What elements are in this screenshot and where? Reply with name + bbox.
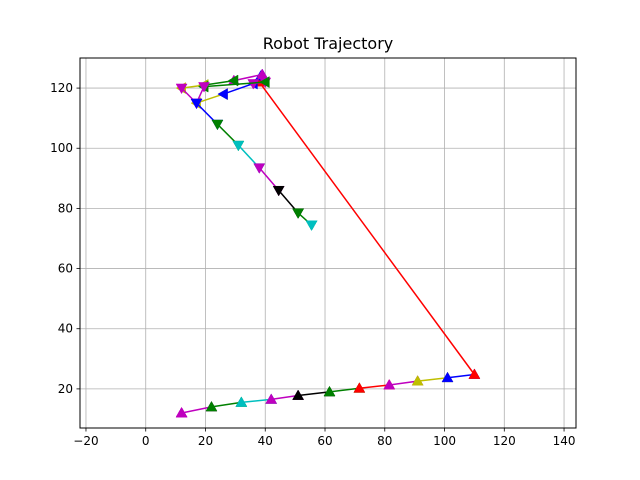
- segment-marker: [211, 119, 224, 131]
- x-tick-label: 20: [198, 434, 213, 448]
- segment-marker: [292, 208, 305, 219]
- axis-ticks: −20 0 20 40 60 80 100 120 140 20 40 60 80 100 120: [50, 81, 575, 448]
- segment-marker: [265, 393, 278, 404]
- segment-line: [447, 373, 475, 379]
- grid: [80, 58, 576, 428]
- segment-marker: [253, 163, 266, 174]
- segment-marker: [353, 382, 366, 393]
- segment-line: [417, 377, 448, 382]
- segment-marker: [217, 88, 228, 101]
- segment-line: [211, 401, 242, 408]
- x-tick-label: 140: [553, 434, 576, 448]
- segment-marker: [411, 375, 424, 386]
- y-tick-label: 80: [58, 201, 73, 215]
- segment-line: [233, 73, 263, 82]
- segment-line: [258, 81, 476, 375]
- segment-marker: [292, 389, 305, 400]
- chart-title: Robot Trajectory: [263, 34, 394, 53]
- segment-marker: [232, 140, 245, 152]
- segment-line: [241, 398, 272, 404]
- segment-marker: [468, 368, 481, 379]
- segment-marker: [441, 371, 454, 383]
- segment-line: [203, 79, 235, 86]
- segment-line: [196, 93, 224, 104]
- x-tick-label: 120: [493, 434, 516, 448]
- segment-marker: [227, 74, 239, 87]
- segment-marker: [175, 406, 188, 418]
- x-tick-label: 60: [317, 434, 332, 448]
- segment-line: [389, 380, 418, 386]
- segment-marker: [198, 82, 210, 93]
- y-tick-label: 120: [50, 81, 73, 95]
- y-tick-label: 20: [58, 382, 73, 396]
- y-tick-label: 100: [50, 141, 73, 155]
- segment-marker: [323, 385, 336, 397]
- segment-marker: [305, 220, 318, 231]
- y-tick-label: 60: [58, 262, 73, 276]
- x-tick-label: 0: [142, 434, 150, 448]
- segment-marker: [383, 378, 396, 390]
- segment-line: [329, 387, 360, 393]
- segment-line: [271, 394, 299, 401]
- segment-marker: [205, 400, 218, 412]
- segment-line: [181, 406, 212, 414]
- segment-line: [298, 391, 330, 397]
- segment-marker: [190, 98, 203, 110]
- segment-marker: [272, 185, 285, 197]
- segment-line: [203, 81, 266, 88]
- y-tick-label: 40: [58, 322, 73, 336]
- trajectory-series: [175, 68, 481, 418]
- plot-area-frame: [79, 57, 577, 429]
- x-tick-label: 40: [258, 434, 273, 448]
- x-tick-label: 100: [433, 434, 456, 448]
- segment-line: [223, 82, 254, 95]
- segment-line: [359, 384, 390, 390]
- segment-marker: [247, 79, 260, 90]
- segment-marker: [235, 396, 248, 407]
- x-tick-label: −20: [73, 434, 98, 448]
- segment-marker: [175, 83, 188, 95]
- trajectory-segment: [305, 220, 318, 231]
- x-tick-label: 80: [377, 434, 392, 448]
- segment-marker: [259, 76, 270, 88]
